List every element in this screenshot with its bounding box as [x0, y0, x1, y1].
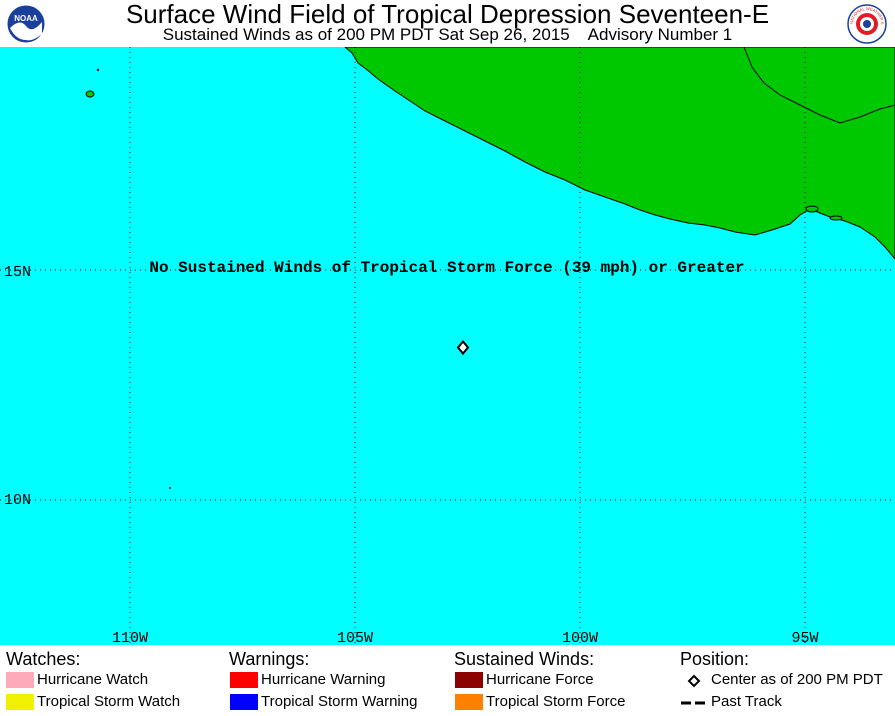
swatch-hurricane-warning — [230, 672, 258, 688]
lat-label-15n: 15N — [4, 264, 31, 281]
legend-hurricane-watch: Hurricane Watch — [37, 671, 149, 688]
grid-lines — [0, 47, 895, 645]
lon-label-105w: 105W — [337, 630, 373, 645]
storm-center-marker — [456, 339, 470, 356]
swatch-hurricane-watch — [6, 672, 34, 688]
swatch-tropical-storm-warning — [230, 694, 258, 710]
legend-tropical-storm-force: Tropical Storm Force — [486, 693, 626, 710]
center-diamond-icon — [687, 674, 701, 688]
legend-hurricane-warning: Hurricane Warning — [261, 671, 386, 688]
swatch-hurricane-force — [455, 672, 483, 688]
swatch-tropical-storm-force — [455, 694, 483, 710]
no-wind-message: No Sustained Winds of Tropical Storm For… — [149, 259, 744, 277]
lon-label-100w: 100W — [562, 630, 598, 645]
legend-center: Center as of 200 PM PDT — [711, 671, 883, 688]
island-socorro — [85, 90, 95, 98]
noaa-logo: NOAA — [6, 4, 46, 44]
legend-tropical-storm-watch: Tropical Storm Watch — [37, 693, 181, 710]
nws-logo: NATIONAL WEATHER SERVICE — [846, 0, 887, 44]
legend-hurricane-force: Hurricane Force — [486, 671, 594, 688]
legend-watches-heading: Watches: — [6, 649, 81, 669]
legend: Watches: Hurricane Watch Tropical Storm … — [0, 645, 895, 716]
map: 15N 10N 110W 105W 100W 95W No Sustained … — [0, 46, 895, 647]
legend-position-heading: Position: — [680, 649, 750, 669]
gulf-coast — [743, 46, 895, 124]
legend-winds-heading: Sustained Winds: — [454, 649, 595, 669]
svg-text:NOAA: NOAA — [14, 14, 38, 23]
page-title: Surface Wind Field of Tropical Depressio… — [125, 0, 770, 29]
lagoon-island — [829, 215, 843, 221]
lat-label-10n: 10N — [4, 492, 31, 509]
legend-past-track: Past Track — [711, 693, 782, 710]
legend-warnings-heading: Warnings: — [229, 649, 310, 669]
page-subtitle: Sustained Winds as of 200 PM PDT Sat Sep… — [162, 25, 733, 44]
legend-tropical-storm-warning: Tropical Storm Warning — [261, 693, 418, 710]
swatch-tropical-storm-watch — [6, 694, 34, 710]
island-small — [96, 68, 100, 72]
past-track-icon — [681, 701, 708, 705]
lagoon-island — [805, 205, 819, 213]
lon-label-110w: 110W — [112, 630, 148, 645]
lon-label-95w: 95W — [791, 630, 818, 645]
header: NOAA Surface Wind Field of Tropical Depr… — [0, 0, 895, 47]
island-clipperton — [169, 487, 171, 489]
